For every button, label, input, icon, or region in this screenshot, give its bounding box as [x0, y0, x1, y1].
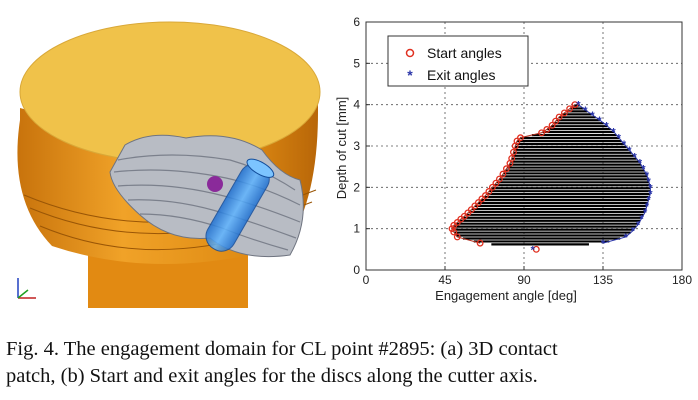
exit-angle-point: * — [647, 195, 652, 207]
contact-ridges — [113, 154, 301, 251]
start-angle-series — [448, 101, 579, 253]
cl-point-marker — [207, 176, 223, 192]
exit-angle-point: * — [647, 176, 652, 188]
caption-line-1: Fig. 4. The engagement domain for CL poi… — [6, 338, 558, 360]
exit-angle-point: * — [624, 232, 629, 244]
start-angle-point — [517, 134, 524, 142]
y-tick-label: 6 — [353, 15, 360, 29]
start-angle-point — [510, 148, 517, 156]
start-angle-point — [560, 109, 568, 117]
start-angle-point — [492, 179, 500, 187]
exit-angle-point: * — [639, 213, 644, 225]
engagement-bands — [452, 104, 651, 246]
x-tick-label: 45 — [438, 273, 452, 287]
legend-start-marker — [405, 48, 415, 58]
y-tick-label: 0 — [353, 263, 360, 277]
start-angle-point — [571, 101, 579, 109]
legend-exit-marker: * — [407, 67, 413, 83]
x-tick-label: 90 — [517, 273, 531, 287]
series-outline — [578, 104, 651, 244]
engagement-chart: ************************* 0 45 90 135 180012… — [334, 15, 692, 303]
start-angle-point — [467, 206, 475, 214]
exit-angle-point: * — [627, 145, 632, 157]
start-angle-point — [548, 121, 556, 129]
y-tick-label: 3 — [353, 139, 360, 153]
exit-angle-point: * — [632, 151, 637, 163]
exit-angle-point: * — [576, 100, 581, 112]
x-axis-label: Engagement angle [deg] — [435, 288, 577, 303]
start-angle-point — [552, 117, 560, 125]
exit-angle-point: * — [583, 105, 588, 117]
exit-angle-point: * — [597, 115, 602, 127]
start-angle-point — [485, 188, 493, 195]
exit-angle-point: * — [638, 158, 643, 170]
axis-triad-icon — [17, 278, 36, 299]
cutter — [205, 158, 275, 252]
exit-angle-point: * — [617, 133, 622, 145]
y-axis-label: Depth of cut [mm] — [334, 97, 349, 200]
exit-angle-point: * — [531, 244, 536, 256]
exit-angle-point: * — [641, 164, 646, 176]
figure-caption: Fig. 4. The engagement domain for CL poi… — [6, 336, 692, 390]
x-tick-label: 180 — [672, 273, 692, 287]
x-tick-label: 0 — [363, 273, 370, 287]
start-angle-point — [488, 183, 496, 191]
start-angle-point — [476, 239, 484, 247]
start-angle-point — [538, 129, 546, 137]
x-tick-label: 135 — [593, 273, 613, 287]
exit-angle-point: * — [604, 120, 609, 132]
start-angle-point — [508, 154, 516, 162]
exit-angle-point: * — [601, 238, 606, 250]
exit-angle-point: * — [636, 220, 641, 232]
start-angle-point — [474, 199, 482, 207]
exit-angle-series: ************************* — [531, 100, 654, 257]
start-angle-point — [532, 245, 540, 253]
exit-angle-point: * — [648, 189, 653, 201]
y-tick-label: 4 — [353, 98, 360, 112]
exit-angle-point: * — [622, 139, 627, 151]
legend-exit-label: Exit angles — [427, 67, 495, 83]
y-tick-label: 5 — [353, 56, 360, 70]
chart-legend: Start angles * Exit angles — [387, 35, 529, 87]
caption-line-2: patch, (b) Start and exit angles for the… — [6, 365, 538, 387]
exit-angle-point: * — [645, 201, 650, 213]
exit-angle-point: * — [631, 226, 636, 238]
start-angle-point — [453, 233, 461, 241]
exit-angle-point: * — [611, 127, 616, 139]
start-angle-point — [543, 126, 551, 133]
start-angle-point — [448, 225, 456, 233]
contact-patch-3d-view — [17, 21, 321, 308]
exit-angle-point: * — [645, 170, 650, 182]
exit-angle-point: * — [643, 207, 648, 219]
start-angle-point — [566, 105, 574, 113]
exit-angle-point: * — [590, 110, 595, 122]
legend-start-label: Start angles — [427, 45, 502, 61]
start-angle-point — [499, 170, 507, 178]
start-angle-point — [502, 165, 510, 173]
start-angle-point — [450, 228, 458, 236]
start-angle-point — [495, 175, 503, 183]
start-angle-point — [555, 113, 563, 121]
exit-angle-point: * — [648, 182, 653, 194]
y-tick-label: 2 — [353, 180, 360, 194]
y-tick-label: 1 — [353, 222, 360, 236]
start-angle-point — [481, 192, 489, 200]
